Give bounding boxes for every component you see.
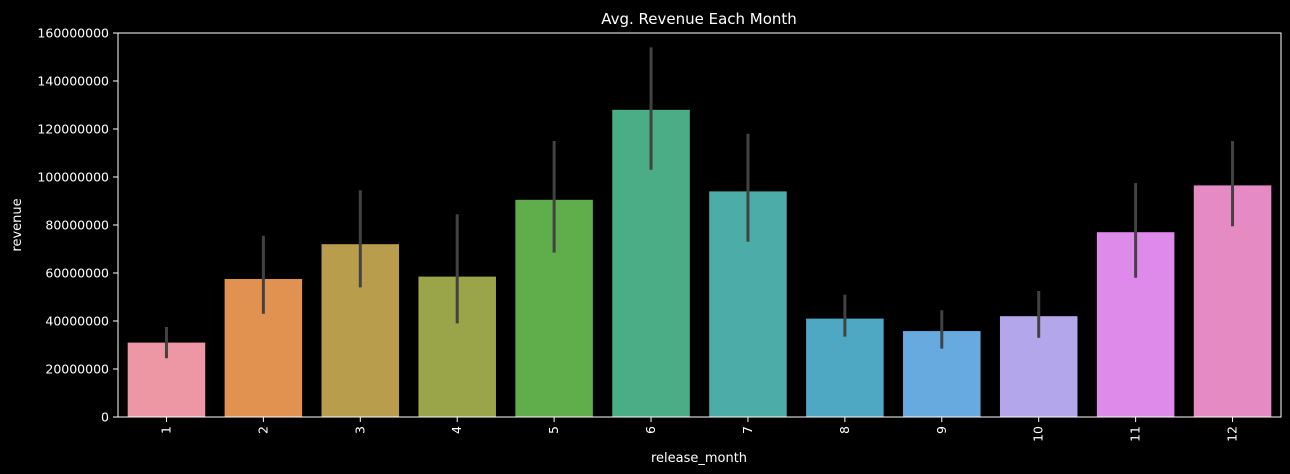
y-tick-label-8: 160000000	[37, 26, 109, 41]
x-tick-label-9: 9	[934, 426, 949, 434]
x-tick-label-8: 8	[837, 426, 852, 434]
x-axis-label: release_month	[651, 451, 747, 466]
y-axis-label: revenue	[10, 198, 25, 251]
x-axis: 1 2 3 4 5 6 7 8 9 10 11 12	[158, 417, 1240, 442]
y-tick-label-7: 140000000	[37, 74, 109, 89]
y-tick-label-0: 0	[101, 410, 109, 425]
x-tick-label-3: 3	[352, 426, 367, 434]
chart-title: Avg. Revenue Each Month	[601, 10, 797, 28]
y-tick-label-1: 20000000	[45, 362, 109, 377]
x-tick-label-12: 12	[1225, 426, 1240, 442]
y-tick-label-6: 120000000	[37, 122, 109, 137]
x-tick-label-10: 10	[1031, 426, 1046, 442]
x-tick-label-2: 2	[255, 426, 270, 434]
x-tick-label-11: 11	[1128, 426, 1143, 442]
y-tick-label-2: 40000000	[45, 314, 109, 329]
y-axis: 0 20000000 40000000 60000000 80000000 1000000…	[37, 26, 118, 425]
x-tick-label-5: 5	[546, 426, 561, 434]
y-tick-label-3: 60000000	[45, 266, 109, 281]
y-tick-label-5: 100000000	[37, 170, 109, 185]
bars-group	[127, 109, 1272, 418]
y-tick-label-4: 80000000	[45, 218, 109, 233]
plot-frame	[117, 32, 1282, 418]
x-tick-label-6: 6	[643, 426, 658, 434]
error-bars-group	[164, 47, 1235, 359]
x-tick-label-1: 1	[158, 426, 173, 434]
x-tick-label-4: 4	[449, 426, 464, 434]
x-tick-label-7: 7	[740, 426, 755, 434]
